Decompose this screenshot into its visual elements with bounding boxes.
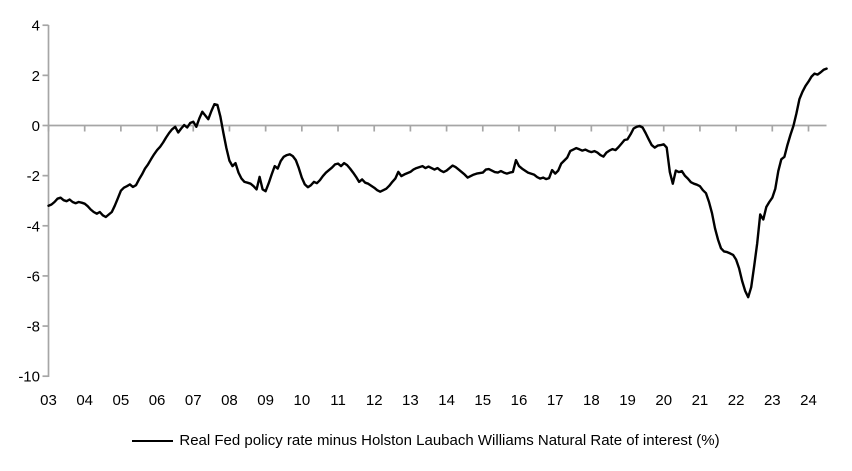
x-tick-label: 08 (221, 392, 238, 409)
x-tick-label: 10 (293, 392, 310, 409)
x-tick-label: 16 (511, 392, 528, 409)
x-tick-label: 22 (728, 392, 745, 409)
legend-label: Real Fed policy rate minus Holston Lauba… (179, 432, 720, 449)
x-tick-label: 24 (800, 392, 817, 409)
x-tick-label: 04 (76, 392, 93, 409)
x-tick-label: 17 (547, 392, 564, 409)
y-tick-label: -4 (27, 218, 40, 235)
x-tick-label: 18 (583, 392, 600, 409)
legend: Real Fed policy rate minus Holston Lauba… (0, 432, 852, 449)
x-tick-label: 15 (474, 392, 491, 409)
legend-line-sample (132, 439, 174, 442)
x-tick-label: 06 (149, 392, 166, 409)
y-tick-label: -2 (27, 168, 40, 185)
x-tick-label: 09 (257, 392, 274, 409)
y-tick-label: 2 (32, 68, 40, 85)
y-tick-label: -8 (27, 319, 40, 336)
y-tick-label: -6 (27, 268, 40, 285)
x-tick-label: 19 (619, 392, 636, 409)
x-tick-label: 05 (113, 392, 130, 409)
y-tick-label: 4 (32, 18, 40, 35)
x-tick-label: 21 (692, 392, 709, 409)
y-tick-label: -10 (18, 369, 40, 386)
x-tick-label: 14 (438, 392, 455, 409)
x-tick-label: 20 (655, 392, 672, 409)
x-tick-label: 07 (185, 392, 202, 409)
y-tick-label: 0 (32, 118, 40, 135)
x-tick-label: 13 (402, 392, 419, 409)
x-tick-label: 03 (40, 392, 57, 409)
data-line (47, 67, 828, 299)
x-tick-label: 11 (330, 392, 346, 409)
x-tick-label: 23 (764, 392, 781, 409)
x-tick-label: 12 (366, 392, 383, 409)
